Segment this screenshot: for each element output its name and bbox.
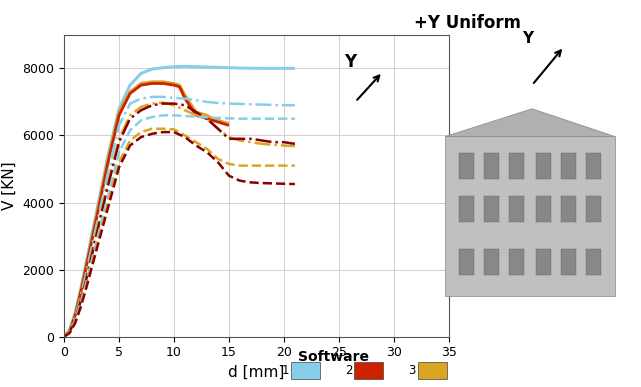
Text: 3: 3 [408,364,416,377]
Bar [561,196,576,221]
Bar [445,137,615,296]
Bar [561,249,576,275]
Text: Software: Software [298,350,369,364]
Text: Y: Y [522,31,533,46]
Text: 2: 2 [345,364,353,377]
Bar [484,153,499,179]
Text: 1: 1 [281,364,289,377]
Bar [586,249,601,275]
Bar [536,196,551,221]
FancyBboxPatch shape [291,362,320,379]
Title: +Y Uniform: +Y Uniform [415,14,521,32]
Bar [459,153,474,179]
Bar [484,249,499,275]
FancyBboxPatch shape [418,362,447,379]
Bar [586,196,601,221]
Bar [509,249,524,275]
Bar [509,196,524,221]
Bar [561,153,576,179]
Bar [484,196,499,221]
Bar [586,153,601,179]
Text: Y: Y [344,53,356,71]
Y-axis label: V [KN]: V [KN] [2,161,17,210]
Bar [509,153,524,179]
Polygon shape [445,109,615,137]
FancyBboxPatch shape [354,362,383,379]
Bar [459,249,474,275]
Bar [459,196,474,221]
Bar [536,249,551,275]
X-axis label: d [mm]: d [mm] [228,365,285,380]
Bar [536,153,551,179]
